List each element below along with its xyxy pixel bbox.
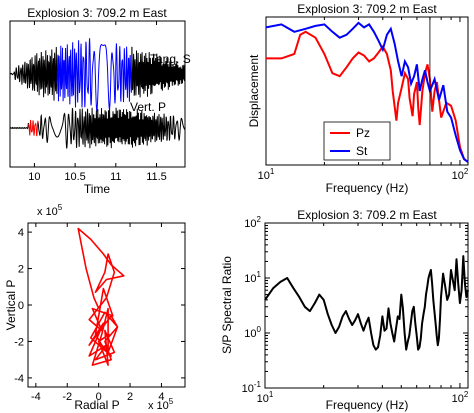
xtick-label: 102 — [452, 167, 469, 182]
annotation-vert-p: Vert. P — [130, 100, 166, 114]
panel-displacement-xlabel: Frequency (Hz) — [326, 181, 409, 195]
xtick-label: -2 — [62, 391, 72, 403]
particle-motion-path — [77, 227, 125, 366]
ytick-label: 102 — [244, 215, 261, 230]
ytick-label: 0 — [18, 300, 24, 312]
panel-spectral-ratio: Explosion 3: 709.2 m East 101 102 1021011… — [220, 208, 469, 412]
panel-displacement: Explosion 3: 709.2 m East 101 102 Displac… — [247, 2, 469, 195]
x-exponent-label: x 105 — [148, 397, 174, 412]
annotation-tang-s: Tang. S — [150, 52, 191, 66]
xtick-label: -4 — [31, 391, 41, 403]
panel-waveforms: Explosion 3: 709.2 m East 10 10.5 11 11.5 T… — [9, 6, 191, 196]
ytick-label: 2 — [18, 264, 24, 276]
panel-spectral-ratio-title: Explosion 3: 709.2 m East — [297, 208, 437, 222]
xtick-label: 101 — [257, 390, 274, 405]
series-st — [265, 21, 469, 163]
legend-box — [323, 121, 391, 161]
panel-particle-motion-yticks: 4 2 0 -2 -4 — [14, 227, 185, 385]
y-exponent-label: x 105 — [37, 203, 63, 218]
panel-particle-motion-series — [77, 227, 125, 366]
panel-displacement-title: Explosion 3: 709.2 m East — [297, 2, 437, 16]
panel-waveforms-title: Explosion 3: 709.2 m East — [27, 6, 167, 20]
panel-displacement-series — [265, 21, 469, 163]
panel-displacement-frame — [265, 16, 469, 166]
ytick-label: -4 — [14, 373, 24, 385]
xtick-label: 101 — [258, 167, 275, 182]
legend-label-st: St — [356, 144, 368, 158]
legend-label-pz: Pz — [356, 126, 370, 140]
xtick-label: 4 — [158, 391, 164, 403]
panel-waveforms-xticks: 10 10.5 11 11.5 — [28, 21, 167, 183]
xtick-label: 11.5 — [146, 171, 167, 183]
panel-particle-motion: -4 -2 0 2 4 4 2 0 -2 -4 x 105 x 105 Vertical P R… — [4, 203, 186, 412]
panel-particle-motion-xticks: -4 -2 0 2 4 — [31, 223, 165, 403]
panel-spectral-ratio-xticks: 101 102 — [257, 223, 469, 405]
panel-particle-motion-xlabel: Radial P — [74, 398, 119, 412]
panel-waveforms-traces — [9, 38, 186, 149]
ytick-label: 101 — [244, 270, 261, 285]
xtick-label: 10.5 — [64, 171, 85, 183]
ytick-label: 4 — [18, 227, 24, 239]
panel-spectral-ratio-xlabel: Frequency (Hz) — [326, 398, 409, 412]
xtick-label: 0 — [96, 391, 102, 403]
spectral-ratio-line — [264, 255, 469, 351]
panel-waveforms-xlabel: Time — [84, 182, 111, 196]
trace-tang-s-window — [56, 38, 133, 112]
xtick-label: 10 — [28, 171, 40, 183]
panel-spectral-ratio-series — [264, 255, 469, 351]
xtick-label: 11 — [110, 171, 121, 183]
trace-vert-p-post — [37, 107, 186, 149]
trace-tang-s-post — [131, 46, 186, 98]
panel-spectral-ratio-frame — [264, 222, 469, 389]
panel-particle-motion-ylabel: Vertical P — [4, 280, 18, 331]
panel-waveforms-frame — [9, 20, 186, 168]
panel-displacement-ylabel: Displacement — [247, 54, 261, 127]
trace-vert-p-window — [28, 119, 39, 137]
trace-tang-s-pre — [9, 46, 58, 101]
panel-spectral-ratio-ylabel: S/P Spectral Ratio — [220, 256, 234, 354]
trace-vert-p-pre — [9, 123, 30, 130]
legend: Pz St — [323, 121, 391, 161]
ytick-label: 100 — [244, 325, 261, 340]
xtick-label: 102 — [452, 390, 469, 405]
ytick-label: -2 — [14, 336, 24, 348]
xtick-label: 2 — [127, 391, 133, 403]
